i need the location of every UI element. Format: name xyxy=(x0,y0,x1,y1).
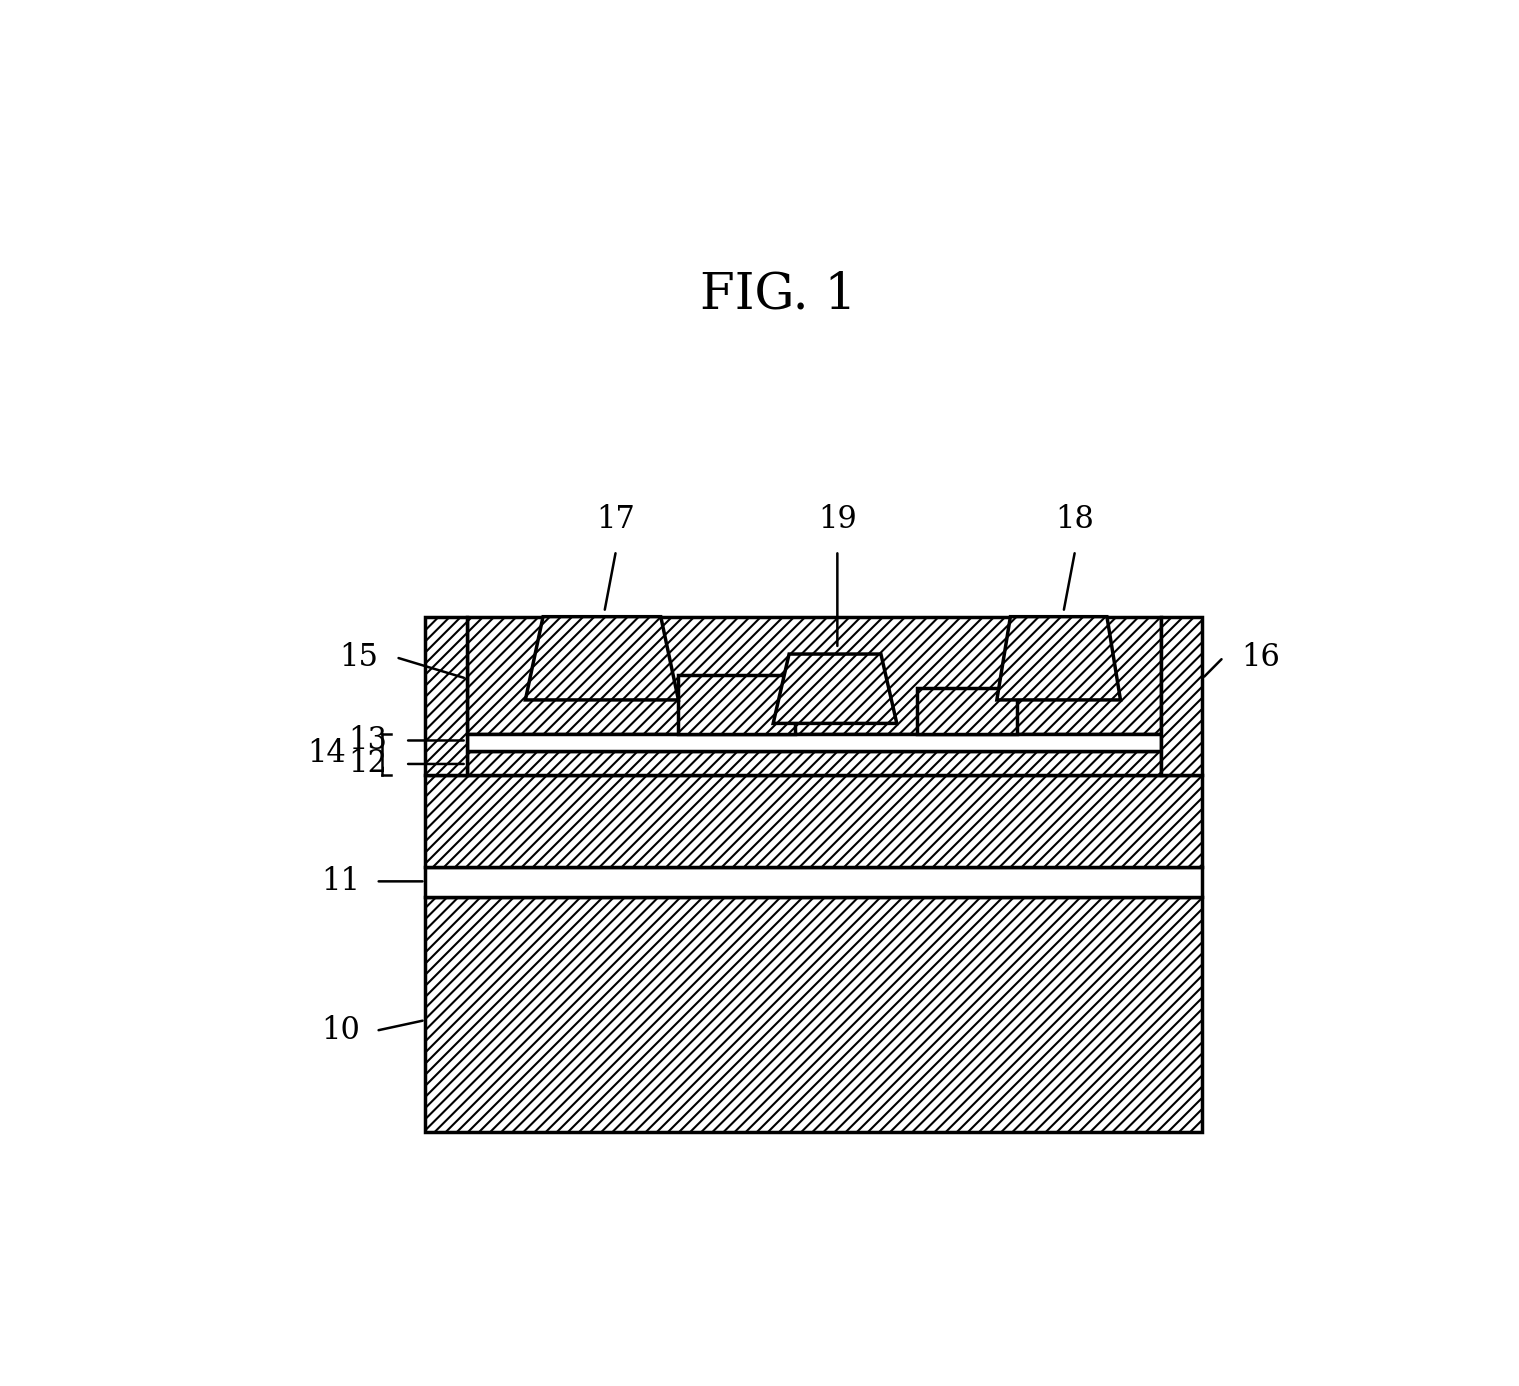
Bar xyxy=(917,689,1018,735)
Bar xyxy=(425,868,1203,897)
Bar xyxy=(425,897,1203,1132)
Text: 10: 10 xyxy=(321,1016,360,1046)
Text: 19: 19 xyxy=(817,503,857,535)
Text: 12: 12 xyxy=(349,748,387,779)
Text: 14: 14 xyxy=(308,737,346,769)
Text: 17: 17 xyxy=(597,503,635,535)
Text: 15: 15 xyxy=(339,642,378,672)
Polygon shape xyxy=(996,617,1121,700)
Bar xyxy=(466,617,1161,735)
Polygon shape xyxy=(526,617,679,700)
Bar xyxy=(679,675,794,735)
Text: 16: 16 xyxy=(1241,642,1281,672)
Bar xyxy=(466,751,1161,775)
Text: 13: 13 xyxy=(349,725,387,755)
Bar xyxy=(1161,617,1203,775)
Polygon shape xyxy=(773,654,896,723)
Bar xyxy=(466,735,1161,751)
Text: FIG. 1: FIG. 1 xyxy=(700,270,857,319)
Text: 11: 11 xyxy=(321,866,360,897)
Bar xyxy=(425,775,1203,868)
Text: 18: 18 xyxy=(1056,503,1095,535)
Bar xyxy=(425,617,466,775)
